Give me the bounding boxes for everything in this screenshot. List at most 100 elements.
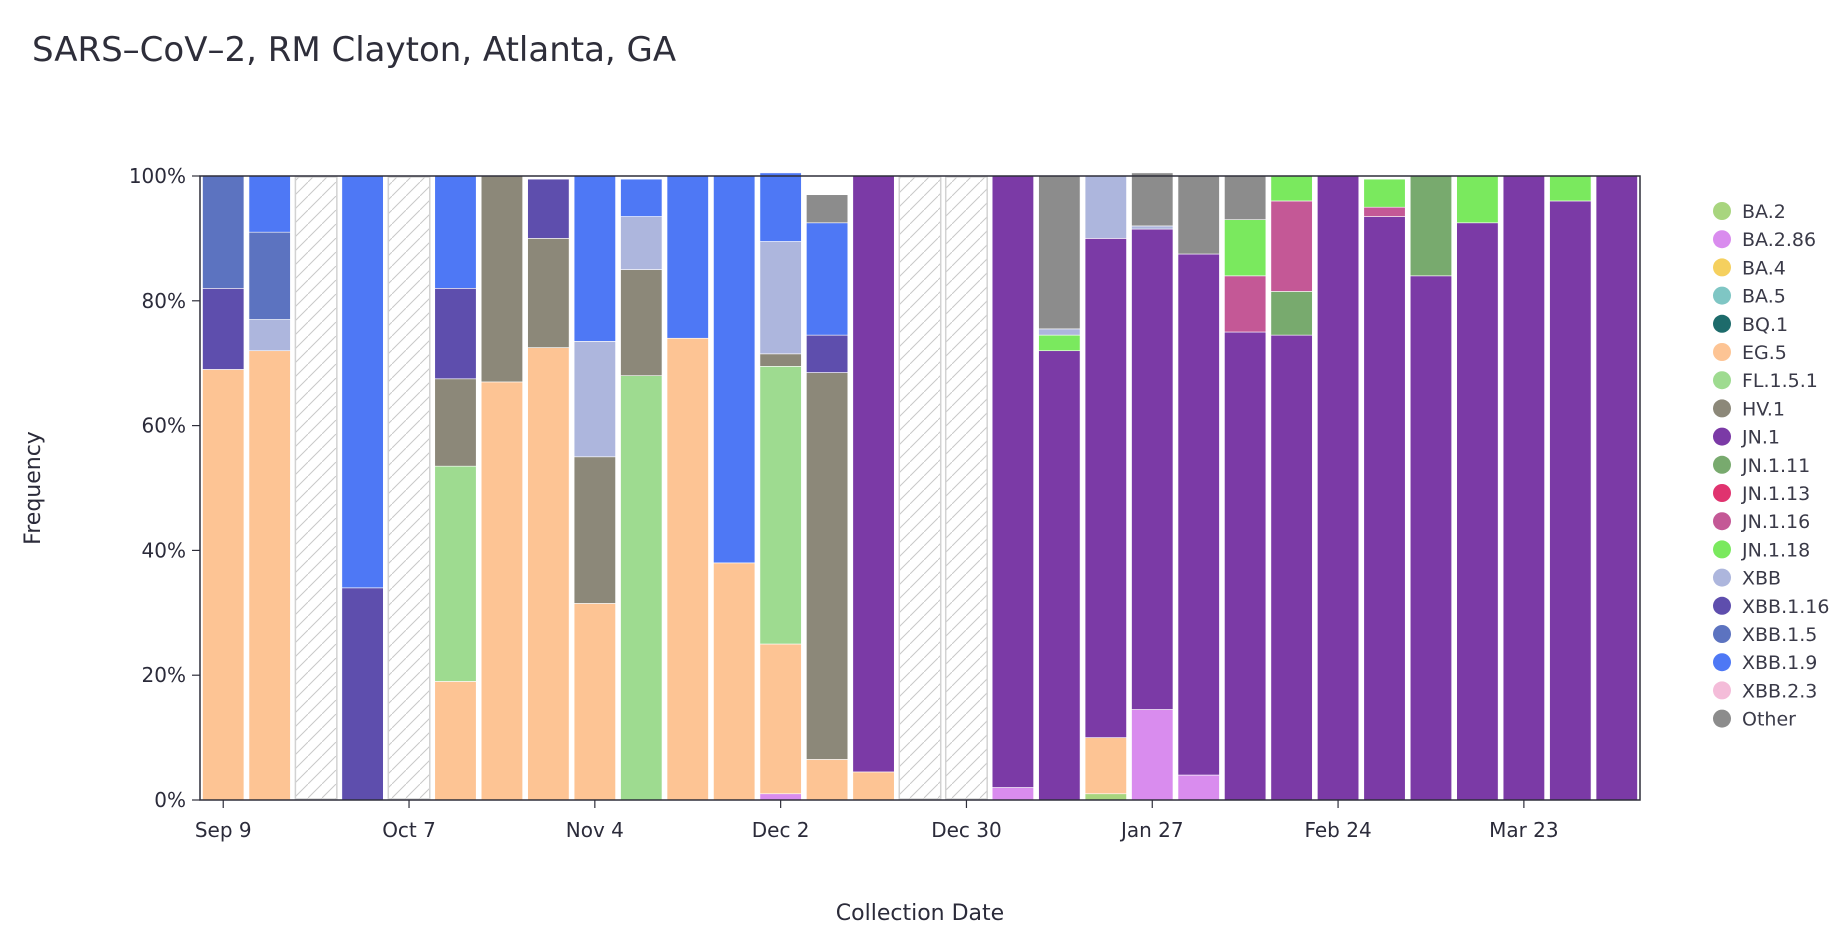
bar-segment-eg-5[interactable] [248, 350, 291, 801]
bar-segment-xbb-1-9[interactable] [248, 175, 291, 233]
bar-segment-jn-1-18[interactable] [1224, 219, 1267, 277]
legend-label[interactable]: XBB.1.16 [1742, 596, 1829, 618]
bar-segment-eg-5[interactable] [806, 759, 849, 801]
bar-segment-hv-1[interactable] [806, 372, 849, 760]
bar-segment-fl-1-5-1[interactable] [434, 465, 477, 682]
bar-segment-other[interactable] [1177, 175, 1220, 255]
bar-segment-xbb-1-16[interactable] [202, 288, 245, 370]
bar-segment-eg-5[interactable] [573, 603, 616, 801]
legend-label[interactable]: JN.1.18 [1741, 539, 1810, 561]
bar-segment-hv-1[interactable] [480, 175, 523, 383]
bar-segment-eg-5[interactable] [852, 771, 895, 801]
legend-label[interactable]: XBB.1.5 [1742, 624, 1817, 646]
bar-segment-xbb[interactable] [573, 341, 616, 458]
legend-label[interactable]: XBB [1742, 568, 1781, 590]
bar-segment-xbb-1-5[interactable] [248, 231, 291, 320]
bar-segment-jn-1[interactable] [1502, 175, 1545, 801]
bar-segment-ba-2-86[interactable] [991, 787, 1034, 801]
bar-segment-jn-1[interactable] [1409, 275, 1452, 801]
bar-segment-eg-5[interactable] [202, 369, 245, 801]
bar-segment-ba-2[interactable] [1084, 793, 1127, 801]
bar-segment-hv-1[interactable] [434, 378, 477, 467]
bar-segment-jn-1-11[interactable] [1270, 291, 1313, 336]
bar-segment-jn-1[interactable] [1549, 200, 1592, 801]
bar-segment-jn-1-18[interactable] [1363, 178, 1406, 208]
bar-segment-jn-1[interactable] [991, 175, 1034, 788]
legend-label[interactable]: EG.5 [1742, 342, 1787, 364]
bar-segment-ba-2-86[interactable] [759, 793, 802, 801]
bar-segment-other[interactable] [1038, 175, 1081, 330]
bar-segment-eg-5[interactable] [713, 562, 756, 801]
bar-segment-jn-1[interactable] [1456, 222, 1499, 801]
legend-label[interactable]: JN.1.16 [1741, 511, 1810, 533]
bar-segment-xbb[interactable] [759, 241, 802, 355]
bar-segment-hv-1[interactable] [620, 269, 663, 376]
bar-segment-xbb-1-5[interactable] [202, 175, 245, 289]
legend-label[interactable]: JN.1 [1741, 427, 1780, 449]
bar-segment-jn-1[interactable] [1363, 216, 1406, 801]
bar-segment-jn-1-11[interactable] [1409, 175, 1452, 277]
bar-segment-xbb-1-16[interactable] [527, 178, 570, 239]
bar-segment-jn-1[interactable] [1038, 350, 1081, 801]
bar-segment-jn-1[interactable] [1595, 175, 1638, 801]
legend-label[interactable]: BA.2.86 [1742, 229, 1816, 251]
legend-label[interactable]: BA.5 [1742, 286, 1786, 308]
bar-segment-jn-1[interactable] [1084, 238, 1127, 738]
bar-segment-eg-5[interactable] [527, 347, 570, 801]
bar-segment-xbb-1-9[interactable] [759, 172, 802, 242]
bar-segment-xbb[interactable] [620, 216, 663, 270]
bar-segment-xbb-1-16[interactable] [341, 587, 384, 801]
bar-segment-xbb[interactable] [1131, 225, 1174, 230]
bar-segment-xbb[interactable] [248, 319, 291, 352]
bar-segment-eg-5[interactable] [434, 681, 477, 801]
legend-label[interactable]: BA.2 [1742, 201, 1786, 223]
bar-segment-jn-1-18[interactable] [1549, 175, 1592, 202]
bar-segment-ba-2-86[interactable] [1131, 709, 1174, 801]
bar-segment-other[interactable] [1131, 172, 1174, 227]
bar-segment-jn-1-18[interactable] [1038, 334, 1081, 352]
bar-segment-xbb[interactable] [1038, 328, 1081, 336]
bar-segment-eg-5[interactable] [759, 643, 802, 795]
bar-segment-jn-1-16[interactable] [1270, 200, 1313, 292]
bar-segment-xbb-1-16[interactable] [806, 334, 849, 373]
bar-segment-other[interactable] [806, 194, 849, 224]
bar-segment-xbb-1-9[interactable] [713, 175, 756, 564]
bar-segment-jn-1-18[interactable] [1456, 175, 1499, 224]
legend-label[interactable]: HV.1 [1742, 398, 1785, 420]
bar-segment-xbb-1-9[interactable] [434, 175, 477, 289]
bar-segment-jn-1[interactable] [1224, 331, 1267, 801]
bar-segment-jn-1[interactable] [852, 175, 895, 773]
bar-segment-xbb-1-16[interactable] [434, 288, 477, 380]
bar-segment-eg-5[interactable] [1084, 737, 1127, 795]
bar-segment-xbb-1-9[interactable] [806, 222, 849, 336]
bar-segment-jn-1[interactable] [1131, 228, 1174, 710]
bar-segment-xbb[interactable] [1084, 175, 1127, 239]
bar-segment-hv-1[interactable] [759, 353, 802, 367]
legend-label[interactable]: XBB.2.3 [1742, 680, 1817, 702]
bar-segment-jn-1[interactable] [1177, 253, 1220, 776]
bar-segment-jn-1-16[interactable] [1224, 275, 1267, 333]
legend-label[interactable]: XBB.1.9 [1742, 652, 1817, 674]
bar-segment-jn-1-16[interactable] [1363, 206, 1406, 217]
bar-segment-xbb-1-9[interactable] [341, 175, 384, 589]
bar-segment-xbb-1-9[interactable] [620, 178, 663, 217]
bar-segment-jn-1[interactable] [1270, 334, 1313, 801]
bar-segment-xbb-1-9[interactable] [666, 175, 709, 339]
bar-segment-hv-1[interactable] [573, 456, 616, 604]
legend-label[interactable]: JN.1.13 [1741, 483, 1810, 505]
bar-segment-xbb-1-9[interactable] [573, 175, 616, 342]
bar-segment-jn-1[interactable] [1317, 175, 1360, 801]
bar-segment-eg-5[interactable] [480, 381, 523, 801]
legend-label[interactable]: JN.1.11 [1741, 455, 1810, 477]
bar-segment-fl-1-5-1[interactable] [620, 375, 663, 801]
bar-segment-other[interactable] [1224, 175, 1267, 220]
legend-label[interactable]: BQ.1 [1742, 314, 1788, 336]
bar-segment-fl-1-5-1[interactable] [759, 366, 802, 645]
bar-segment-hv-1[interactable] [527, 238, 570, 348]
bar-segment-jn-1-18[interactable] [1270, 175, 1313, 202]
legend-label[interactable]: FL.1.5.1 [1742, 370, 1818, 392]
bar-segment-eg-5[interactable] [666, 337, 709, 801]
legend-label[interactable]: BA.4 [1742, 257, 1786, 279]
bar-segment-ba-2-86[interactable] [1177, 774, 1220, 801]
legend-label[interactable]: Other [1742, 709, 1796, 731]
